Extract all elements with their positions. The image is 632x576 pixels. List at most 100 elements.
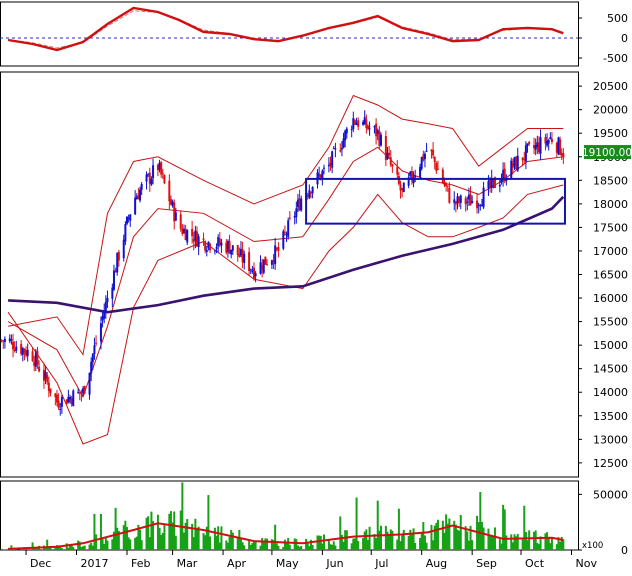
x-tick-label: Nov: [575, 557, 597, 570]
candle-up: [106, 298, 109, 302]
candle-down: [277, 247, 280, 251]
candle-up: [524, 145, 527, 162]
volume-bar: [363, 531, 366, 550]
candle-down: [25, 350, 28, 356]
bollinger-upper: [8, 94, 564, 356]
candle-down: [272, 260, 275, 264]
candle-up: [500, 179, 503, 183]
candle-down: [391, 164, 394, 167]
volume-bar: [116, 527, 119, 550]
candle-up: [466, 201, 469, 203]
volume-bar: [407, 535, 410, 550]
candle-down: [228, 241, 231, 254]
price-tick-label: 13500: [593, 410, 628, 423]
volume-bar: [498, 539, 501, 550]
volume-bar: [528, 530, 531, 550]
candle-down: [248, 252, 251, 271]
volume-bar: [135, 536, 138, 550]
candle-down: [544, 137, 547, 144]
volume-bar: [384, 525, 387, 550]
candle-down: [476, 200, 479, 209]
candle-up: [72, 390, 75, 407]
volume-bar: [277, 545, 280, 550]
candle-up: [285, 234, 288, 236]
volume-bar: [549, 543, 552, 550]
candle-up: [140, 184, 143, 190]
volume-bar: [533, 531, 536, 550]
volume-bar: [270, 539, 273, 550]
candle-down: [432, 149, 435, 156]
candle-up: [471, 201, 474, 204]
volume-bar: [375, 538, 378, 550]
candle-down: [36, 350, 39, 366]
volume-bar: [423, 535, 426, 550]
volume-bar: [147, 516, 150, 550]
volume-bar: [487, 528, 490, 550]
candle-down: [38, 366, 41, 372]
volume-bar: [26, 549, 29, 550]
volume-bar: [145, 517, 148, 550]
volume-bar: [225, 540, 228, 550]
candle-up: [487, 181, 490, 189]
candle-down: [202, 238, 205, 240]
volume-bar: [321, 543, 324, 550]
candle-down: [357, 120, 360, 127]
candle-down: [283, 232, 286, 234]
candle-up: [194, 230, 197, 241]
volume-bar: [182, 532, 185, 550]
candle-down: [365, 119, 368, 129]
volume-bar: [521, 539, 524, 550]
volume-bar: [410, 533, 413, 550]
volume-bar: [65, 543, 68, 550]
osc-tick-label: 500: [607, 12, 628, 25]
volume-bar: [67, 547, 70, 550]
volume-bar: [300, 545, 303, 550]
volume-bar: [539, 536, 542, 550]
volume-bar: [524, 531, 527, 550]
volume-bar: [287, 537, 290, 550]
panel-frame: [0, 1, 579, 67]
volume-bar: [49, 546, 52, 550]
volume-bar: [562, 539, 565, 550]
candle-down: [49, 388, 52, 394]
candle-up: [368, 128, 371, 130]
volume-moving-average: [8, 522, 564, 550]
volume-bar: [493, 527, 496, 550]
candle-down: [275, 248, 278, 250]
volume-bar: [226, 542, 229, 550]
volume-bar: [197, 526, 200, 550]
volume-bar: [412, 528, 415, 550]
volume-bar: [259, 545, 262, 550]
volume-bar: [378, 530, 381, 550]
candle-up: [363, 117, 366, 125]
volume-bar: [10, 545, 13, 550]
candle-down: [117, 251, 120, 261]
candle-down: [12, 341, 15, 350]
volume-bar: [137, 524, 140, 550]
candle-down: [238, 253, 241, 257]
candle-down: [511, 163, 514, 168]
volume-bar: [238, 529, 241, 550]
candle-down: [555, 142, 558, 153]
candle-up: [282, 231, 285, 249]
moving-average-200: [8, 195, 565, 314]
volume-bar: [231, 532, 234, 550]
candle-up: [376, 130, 379, 134]
candle-up: [340, 147, 343, 150]
volume-bar: [266, 538, 269, 550]
candle-up: [230, 249, 233, 255]
candle-up: [145, 174, 148, 182]
volume-bar: [298, 546, 301, 550]
volume-bar: [480, 521, 483, 550]
price-tick-label: 16000: [593, 292, 628, 305]
candle-down: [533, 145, 536, 149]
x-tick-label: Dec: [30, 557, 51, 570]
candle-down: [469, 194, 472, 206]
candle-down: [252, 267, 255, 279]
volume-bar: [104, 537, 107, 550]
candle-up: [407, 177, 410, 186]
candle-down: [446, 185, 449, 187]
candle-up: [296, 199, 299, 208]
volume-bar: [158, 527, 161, 550]
